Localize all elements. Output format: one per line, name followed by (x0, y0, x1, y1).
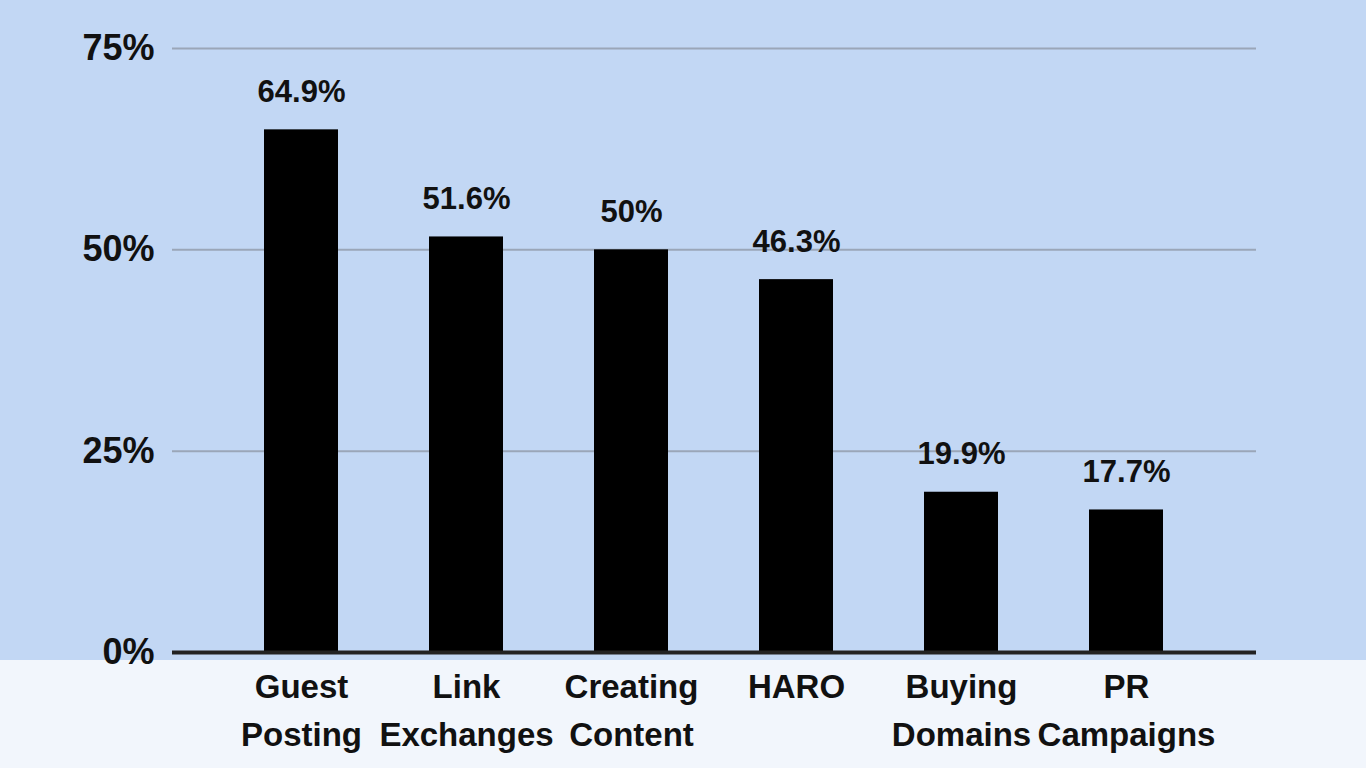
svg-text:GuestPosting: GuestPosting (241, 668, 362, 753)
svg-text:50%: 50% (600, 194, 662, 229)
svg-text:51.6%: 51.6% (423, 181, 511, 216)
svg-text:50%: 50% (82, 228, 154, 269)
svg-text:CreatingContent: CreatingContent (565, 668, 699, 753)
svg-text:64.9%: 64.9% (258, 74, 346, 109)
svg-text:46.3%: 46.3% (753, 224, 841, 259)
svg-text:25%: 25% (82, 430, 154, 471)
svg-text:PRCampaigns: PRCampaigns (1038, 668, 1216, 753)
svg-text:BuyingDomains: BuyingDomains (892, 668, 1031, 753)
svg-text:LinkExchanges: LinkExchanges (379, 668, 553, 753)
svg-text:0%: 0% (102, 631, 154, 672)
svg-text:75%: 75% (82, 27, 154, 68)
svg-text:19.9%: 19.9% (918, 436, 1006, 471)
svg-text:HARO: HARO (748, 668, 845, 705)
svg-text:17.7%: 17.7% (1083, 454, 1171, 489)
